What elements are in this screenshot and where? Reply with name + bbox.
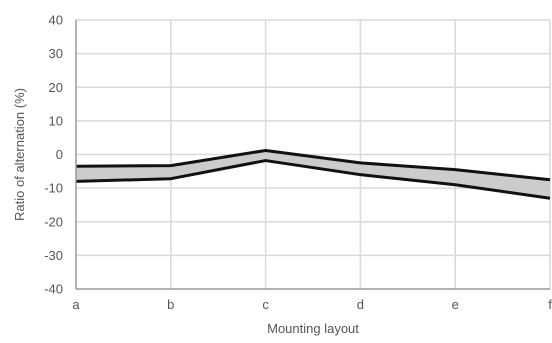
upper-series-line [75, 148, 551, 182]
x-tick-label: e [452, 297, 459, 312]
y-tick-label: 10 [49, 113, 63, 128]
y-tick-label: -40 [44, 282, 63, 297]
x-tick-label: d [357, 297, 364, 312]
y-tick-label: 30 [49, 46, 63, 61]
y-tick-label: -20 [44, 214, 63, 229]
y-tick-labels: -40 -30 -20 -10 0 10 20 30 40 [44, 13, 63, 297]
horizontal-gridlines [76, 19, 550, 257]
y-axis-title: Ratio of alternation (%) [12, 88, 27, 221]
lower-series-line [75, 159, 551, 200]
y-tick-label: -10 [44, 181, 63, 196]
x-tick-label: c [262, 297, 269, 312]
x-tick-label: b [167, 297, 174, 312]
x-tick-label: a [72, 297, 80, 312]
x-tick-label: f [548, 297, 552, 312]
y-tick-label: 0 [56, 147, 63, 162]
y-tick-label: 40 [49, 13, 63, 28]
y-tick-label: 20 [49, 80, 63, 95]
y-tick-label: -30 [44, 248, 63, 263]
x-tick-labels: a b c d e f [72, 297, 552, 312]
x-axis-title: Mounting layout [267, 321, 359, 336]
